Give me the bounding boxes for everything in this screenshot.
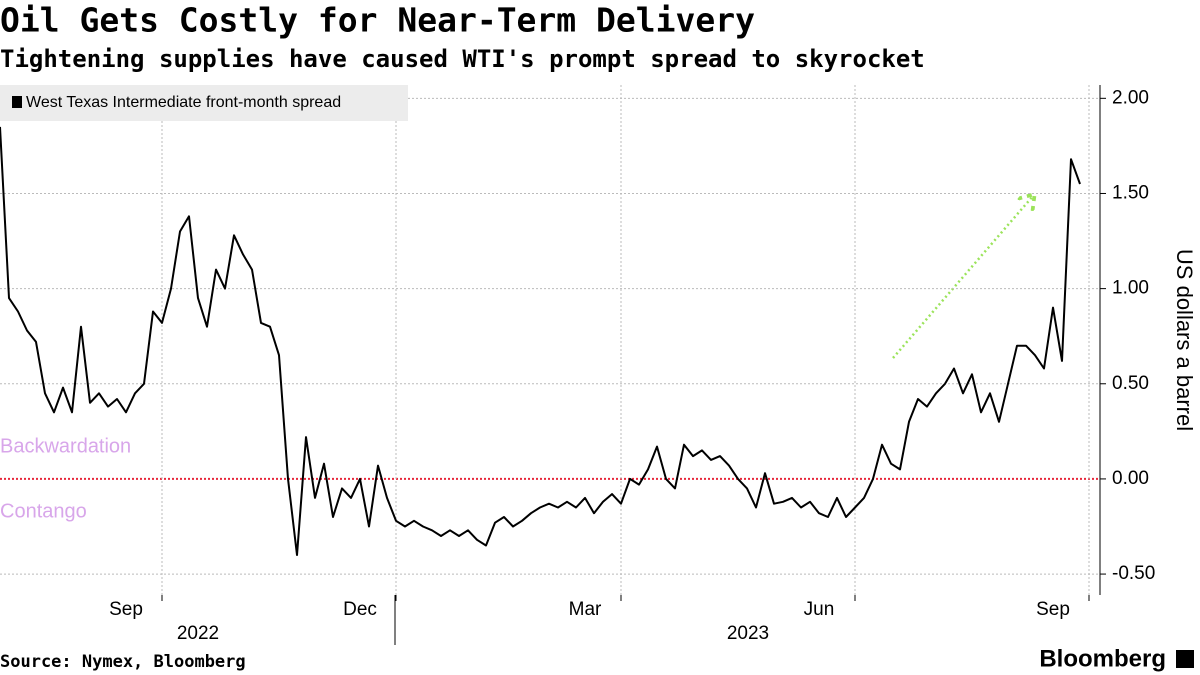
- data-line: [0, 126, 1081, 556]
- annotation: Backwardation: [0, 435, 131, 457]
- chart-subtitle: Tightening supplies have caused WTI's pr…: [0, 45, 925, 73]
- x-tick-label: Mar: [569, 599, 602, 620]
- y-axis-label: US dollars a barrel: [1172, 249, 1197, 431]
- x-tick-label: Sep: [1036, 599, 1070, 620]
- year-label: 2023: [727, 623, 769, 644]
- year-label: 2022: [177, 623, 219, 644]
- brand: Bloomberg: [1039, 645, 1166, 672]
- y-tick-label: 2.00: [1112, 87, 1149, 108]
- source: Source: Nymex, Bloomberg: [0, 652, 246, 672]
- y-tick-label: 0.00: [1112, 468, 1149, 489]
- legend-box: [0, 85, 408, 121]
- legend-label: West Texas Intermediate front-month spre…: [26, 94, 341, 111]
- brand-icon: [1176, 650, 1194, 668]
- x-tick-label: Sep: [109, 599, 143, 620]
- legend-swatch: [12, 96, 22, 108]
- y-tick-label: 0.50: [1112, 373, 1149, 394]
- y-tick-label: -0.50: [1112, 563, 1155, 584]
- annotation: Contango: [0, 500, 87, 522]
- chart-title: Oil Gets Costly for Near-Term Delivery: [0, 1, 755, 40]
- y-tick-label: 1.50: [1112, 182, 1149, 203]
- x-tick-label: Jun: [804, 599, 835, 620]
- y-tick-label: 1.00: [1112, 278, 1149, 299]
- trend-arrow: [892, 196, 1033, 359]
- x-tick-label: Dec: [343, 599, 377, 620]
